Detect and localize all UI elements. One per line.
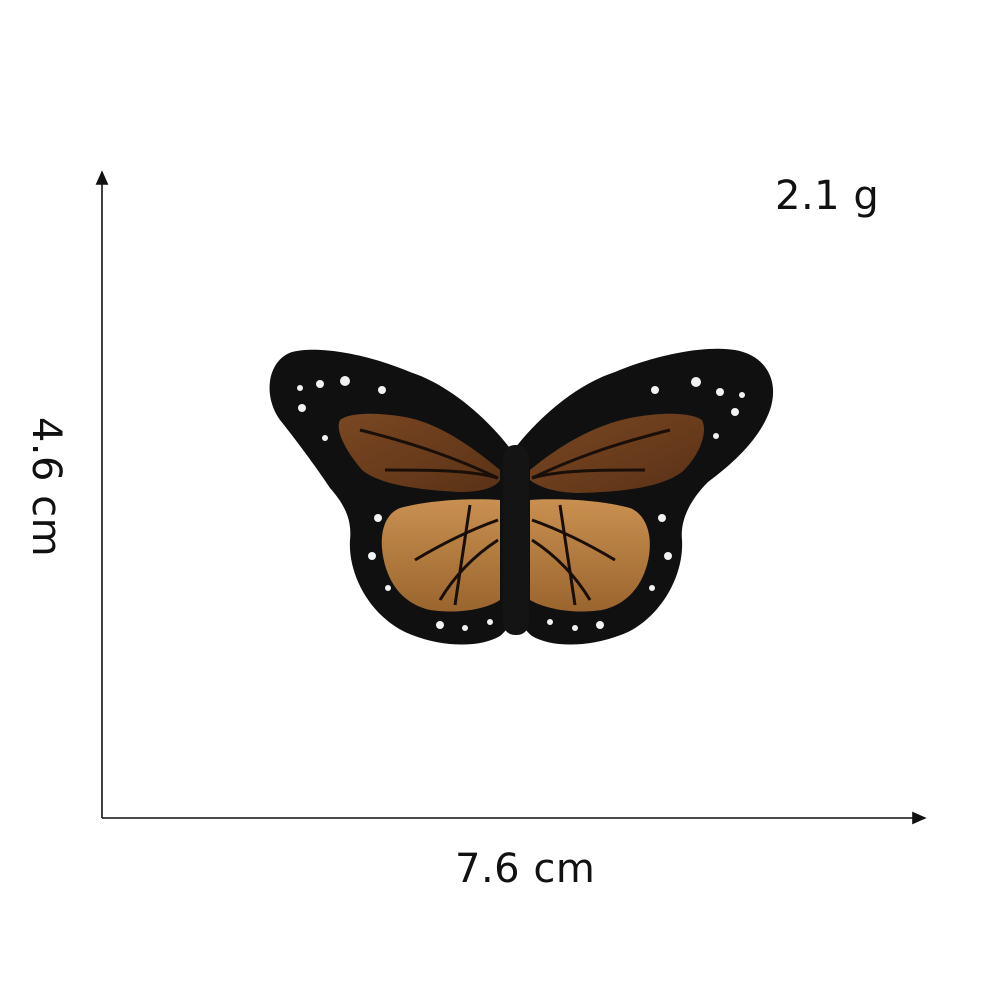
right-lower-wing — [530, 499, 650, 612]
wing-spots — [297, 376, 745, 631]
left-lower-wing — [381, 499, 500, 612]
width-dimension-label: 7.6 cm — [455, 846, 596, 892]
butterfly-patch-icon — [269, 348, 774, 645]
wing-veins — [359, 428, 671, 606]
height-dimension-label: 4.6 cm — [23, 416, 69, 558]
butterfly-body — [503, 445, 529, 635]
weight-label: 2.1 g — [775, 173, 880, 219]
